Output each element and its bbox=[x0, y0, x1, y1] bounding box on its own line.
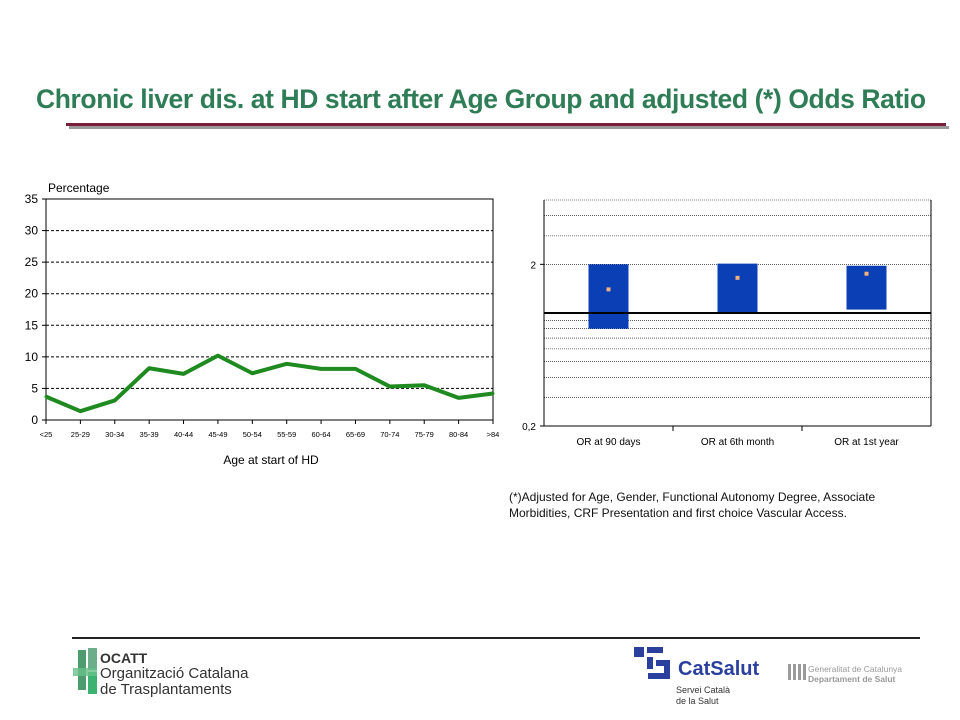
adjustment-footnote: (*)Adjusted for Age, Gender, Functional … bbox=[509, 490, 876, 520]
data-point bbox=[422, 383, 426, 387]
x-tick-label: >84 bbox=[487, 430, 500, 439]
data-point bbox=[250, 371, 254, 375]
confidence-interval-box bbox=[717, 263, 758, 314]
x-tick-label: 70-74 bbox=[380, 430, 399, 439]
footer-rule bbox=[72, 637, 920, 639]
title-rule bbox=[66, 123, 946, 126]
data-point bbox=[319, 367, 323, 371]
data-point bbox=[182, 372, 186, 376]
x-tick-label: OR at 6th month bbox=[701, 437, 774, 448]
y-tick-label: 0 bbox=[31, 413, 38, 427]
ocatt-name-line1: Organització Catalana bbox=[100, 665, 249, 682]
x-tick-label: <25 bbox=[40, 430, 53, 439]
x-tick-label: 55-59 bbox=[277, 430, 296, 439]
x-tick-label: OR at 1st year bbox=[834, 437, 899, 448]
x-tick-label: 30-34 bbox=[105, 430, 124, 439]
y-tick-label: 10 bbox=[25, 350, 39, 364]
x-tick-label: OR at 90 days bbox=[577, 437, 641, 448]
odds-ratio-point bbox=[735, 275, 740, 280]
x-tick-label: 75-79 bbox=[415, 430, 434, 439]
data-point bbox=[147, 366, 151, 370]
gencat-line1: Generalitat de Catalunya bbox=[808, 664, 903, 674]
y-tick-label: 35 bbox=[25, 192, 39, 206]
data-point bbox=[353, 367, 357, 371]
ocatt-wordmark: OCATT Organització Catalana de Trasplant… bbox=[100, 650, 248, 698]
data-point bbox=[491, 391, 495, 395]
catsalut-name: CatSalut bbox=[678, 658, 760, 680]
catsalut-subtitle-line1: Servei Català bbox=[676, 685, 731, 695]
title-rule-shadow bbox=[69, 126, 949, 129]
slide-title: Chronic liver dis. at HD start after Age… bbox=[36, 84, 926, 114]
y-axis-label: Percentage bbox=[48, 181, 110, 195]
data-point bbox=[113, 398, 117, 402]
x-tick-label: 60-64 bbox=[311, 430, 330, 439]
x-tick-label: 45-49 bbox=[208, 430, 227, 439]
data-point bbox=[388, 385, 392, 389]
data-point bbox=[44, 395, 48, 399]
odds-ratio-point bbox=[606, 287, 611, 292]
x-tick-label: 50-54 bbox=[243, 430, 262, 439]
y-tick-label: 2 bbox=[530, 260, 536, 271]
x-tick-label: 40-44 bbox=[174, 430, 193, 439]
y-tick-label: 15 bbox=[25, 318, 39, 332]
line-plot-frame bbox=[45, 198, 494, 421]
x-tick-label: 80-84 bbox=[449, 430, 468, 439]
x-tick-label: 25-29 bbox=[71, 430, 90, 439]
y-tick-label: 20 bbox=[25, 287, 39, 301]
y-tick-label: 5 bbox=[31, 381, 38, 395]
data-point bbox=[78, 409, 82, 413]
y-tick-label: 25 bbox=[25, 255, 39, 269]
ocatt-abbreviation: OCATT bbox=[100, 650, 148, 666]
data-point bbox=[216, 354, 220, 358]
odds-ratio-point bbox=[864, 271, 869, 276]
catsalut-subtitle-line2: de la Salut bbox=[676, 696, 719, 706]
catsalut-subtitle: Servei Català de la Salut bbox=[676, 685, 730, 707]
gencat-line2: Departament de Salut bbox=[808, 674, 896, 684]
y-tick-label: 30 bbox=[25, 224, 39, 238]
ocatt-name-line2: de Trasplantaments bbox=[100, 681, 232, 698]
data-point bbox=[285, 362, 289, 366]
x-axis-label: Age at start of HD bbox=[223, 453, 319, 467]
y-tick-label: 0,2 bbox=[522, 422, 536, 433]
x-tick-label: 35-39 bbox=[140, 430, 159, 439]
data-series-line bbox=[45, 353, 494, 414]
confidence-interval-box bbox=[588, 264, 629, 329]
data-point bbox=[457, 396, 461, 400]
x-tick-label: 65-69 bbox=[346, 430, 365, 439]
gencat-wordmark: Generalitat de Catalunya Departament de … bbox=[808, 664, 902, 684]
